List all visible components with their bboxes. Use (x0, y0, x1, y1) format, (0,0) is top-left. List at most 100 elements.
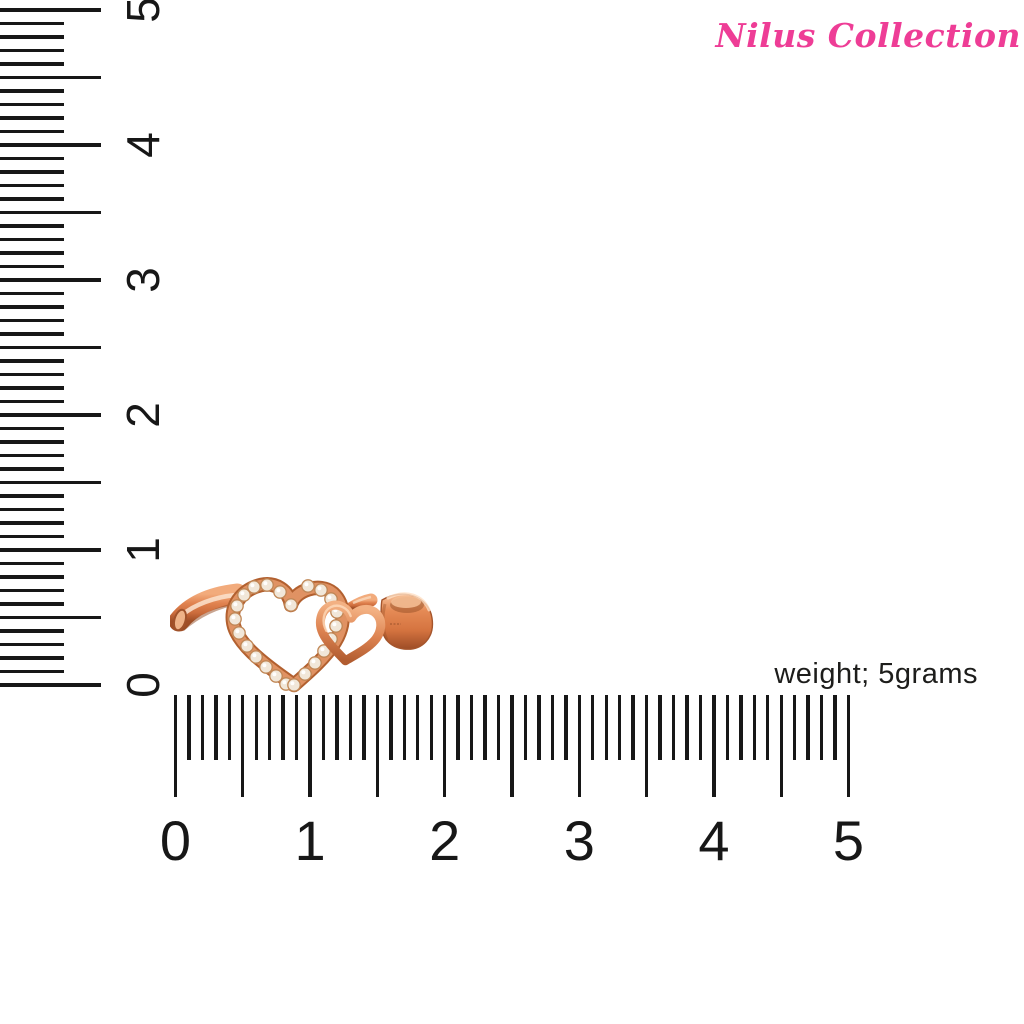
horizontal-ruler-tick (456, 695, 460, 760)
horizontal-ruler-tick (187, 695, 191, 760)
vertical-ruler-tick (0, 561, 64, 566)
horizontal-ruler-tick (308, 695, 312, 797)
pave-stones (228, 578, 344, 692)
horizontal-ruler-tick (227, 695, 232, 760)
ring-band-right (380, 592, 434, 650)
vertical-ruler-tick (0, 615, 101, 620)
horizontal-ruler: 0 1 2 3 4 5 (0, 695, 1024, 895)
horizontal-ruler-tick (577, 695, 581, 797)
horizontal-ruler-tick (335, 695, 339, 760)
horizontal-ruler-tick (214, 695, 218, 760)
horizontal-ruler-tick (591, 695, 595, 760)
vertical-ruler-tick (0, 251, 64, 255)
vertical-ruler-tick (0, 386, 64, 390)
horizontal-ruler-tick (443, 695, 447, 797)
horizontal-ruler-tick (739, 695, 743, 760)
vertical-ruler-tick (0, 656, 64, 660)
vertical-ruler-tick (0, 345, 101, 350)
horizontal-ruler-tick (362, 695, 366, 760)
vertical-ruler-tick (0, 588, 64, 593)
horizontal-ruler-tick (725, 695, 730, 760)
vertical-ruler-tick (0, 156, 64, 161)
vertical-ruler-tick (0, 143, 101, 147)
weight-text: weight; 5grams (774, 658, 978, 690)
horizontal-ruler-tick (416, 695, 420, 760)
horizontal-ruler-tick (766, 695, 770, 760)
vertical-ruler-tick (0, 170, 64, 174)
ring-band-left (170, 583, 248, 632)
vertical-ruler-tick (0, 102, 64, 107)
vertical-ruler-tick (0, 521, 64, 525)
horizontal-ruler-number: 2 (429, 809, 461, 872)
vertical-ruler-tick (0, 75, 101, 80)
horizontal-ruler-number: 5 (832, 809, 865, 872)
horizontal-ruler-number: 4 (698, 809, 730, 872)
ring-small-heart (315, 600, 386, 666)
horizontal-ruler-tick (712, 695, 716, 797)
vertical-ruler-tick (0, 48, 64, 53)
vertical-ruler-tick (0, 440, 64, 444)
vertical-ruler-tick (0, 197, 64, 201)
vertical-ruler-tick (0, 237, 64, 242)
horizontal-ruler-tick (604, 695, 608, 760)
vertical-ruler-tick (0, 453, 64, 458)
horizontal-ruler-tick (268, 695, 272, 760)
vertical-ruler-tick (0, 35, 64, 39)
vertical-ruler-tick (0, 264, 64, 269)
horizontal-ruler-tick (510, 695, 514, 797)
vertical-ruler-tick (0, 642, 64, 647)
horizontal-ruler-tick (806, 695, 810, 760)
vertical-ruler-tick (0, 548, 101, 552)
vertical-ruler-tick (0, 278, 101, 282)
horizontal-ruler-number: 3 (563, 809, 595, 872)
horizontal-ruler-tick (671, 695, 676, 760)
vertical-ruler-tick (0, 413, 101, 417)
vertical-ruler-tick (0, 467, 64, 471)
vertical-ruler-tick (0, 602, 64, 606)
vertical-ruler-tick (0, 8, 101, 12)
vertical-ruler-tick (0, 183, 64, 188)
vertical-ruler-tick (0, 399, 64, 404)
horizontal-ruler-tick (321, 695, 326, 760)
horizontal-ruler-tick (348, 695, 353, 760)
ring-image (170, 577, 434, 693)
horizontal-ruler-tick (281, 695, 285, 760)
brand-text: Nilus Collection (715, 16, 1021, 55)
ring-big-heart (225, 577, 350, 693)
horizontal-ruler-tick (200, 695, 205, 760)
horizontal-ruler-tick (294, 695, 299, 760)
horizontal-ruler-tick (752, 695, 756, 760)
horizontal-ruler-tick (402, 695, 406, 760)
horizontal-ruler-tick (375, 695, 380, 797)
horizontal-ruler-tick (833, 695, 837, 760)
ring-band-gap-stub (345, 593, 378, 615)
vertical-ruler-number: 0 (117, 672, 169, 698)
vertical-ruler-tick (0, 372, 64, 377)
horizontal-ruler-tick (564, 695, 568, 760)
vertical-ruler-tick (0, 507, 64, 512)
vertical-ruler-tick (0, 318, 64, 323)
vertical-ruler-tick (0, 683, 101, 687)
vertical-ruler-number: 3 (117, 267, 169, 293)
horizontal-ruler-tick (523, 695, 528, 760)
vertical-ruler-tick (0, 332, 64, 336)
horizontal-ruler-tick (483, 695, 487, 760)
vertical-ruler-tick (0, 291, 64, 296)
horizontal-ruler-tick (698, 695, 703, 760)
vertical-ruler-number: 4 (117, 132, 169, 158)
horizontal-ruler-tick (644, 695, 649, 797)
vertical-ruler-tick (0, 116, 64, 120)
horizontal-ruler-tick (429, 695, 433, 760)
vertical-ruler-tick (0, 480, 101, 485)
horizontal-ruler-tick (496, 695, 501, 760)
vertical-ruler-tick (0, 669, 64, 674)
horizontal-ruler-tick (389, 695, 393, 760)
horizontal-ruler-tick (241, 695, 245, 797)
vertical-ruler-tick (0, 62, 64, 66)
horizontal-ruler-tick (254, 695, 258, 760)
vertical-ruler-number: 5 (117, 0, 169, 23)
vertical-ruler-tick (0, 21, 64, 26)
vertical-ruler-tick (0, 224, 64, 228)
horizontal-ruler-tick (658, 695, 662, 760)
